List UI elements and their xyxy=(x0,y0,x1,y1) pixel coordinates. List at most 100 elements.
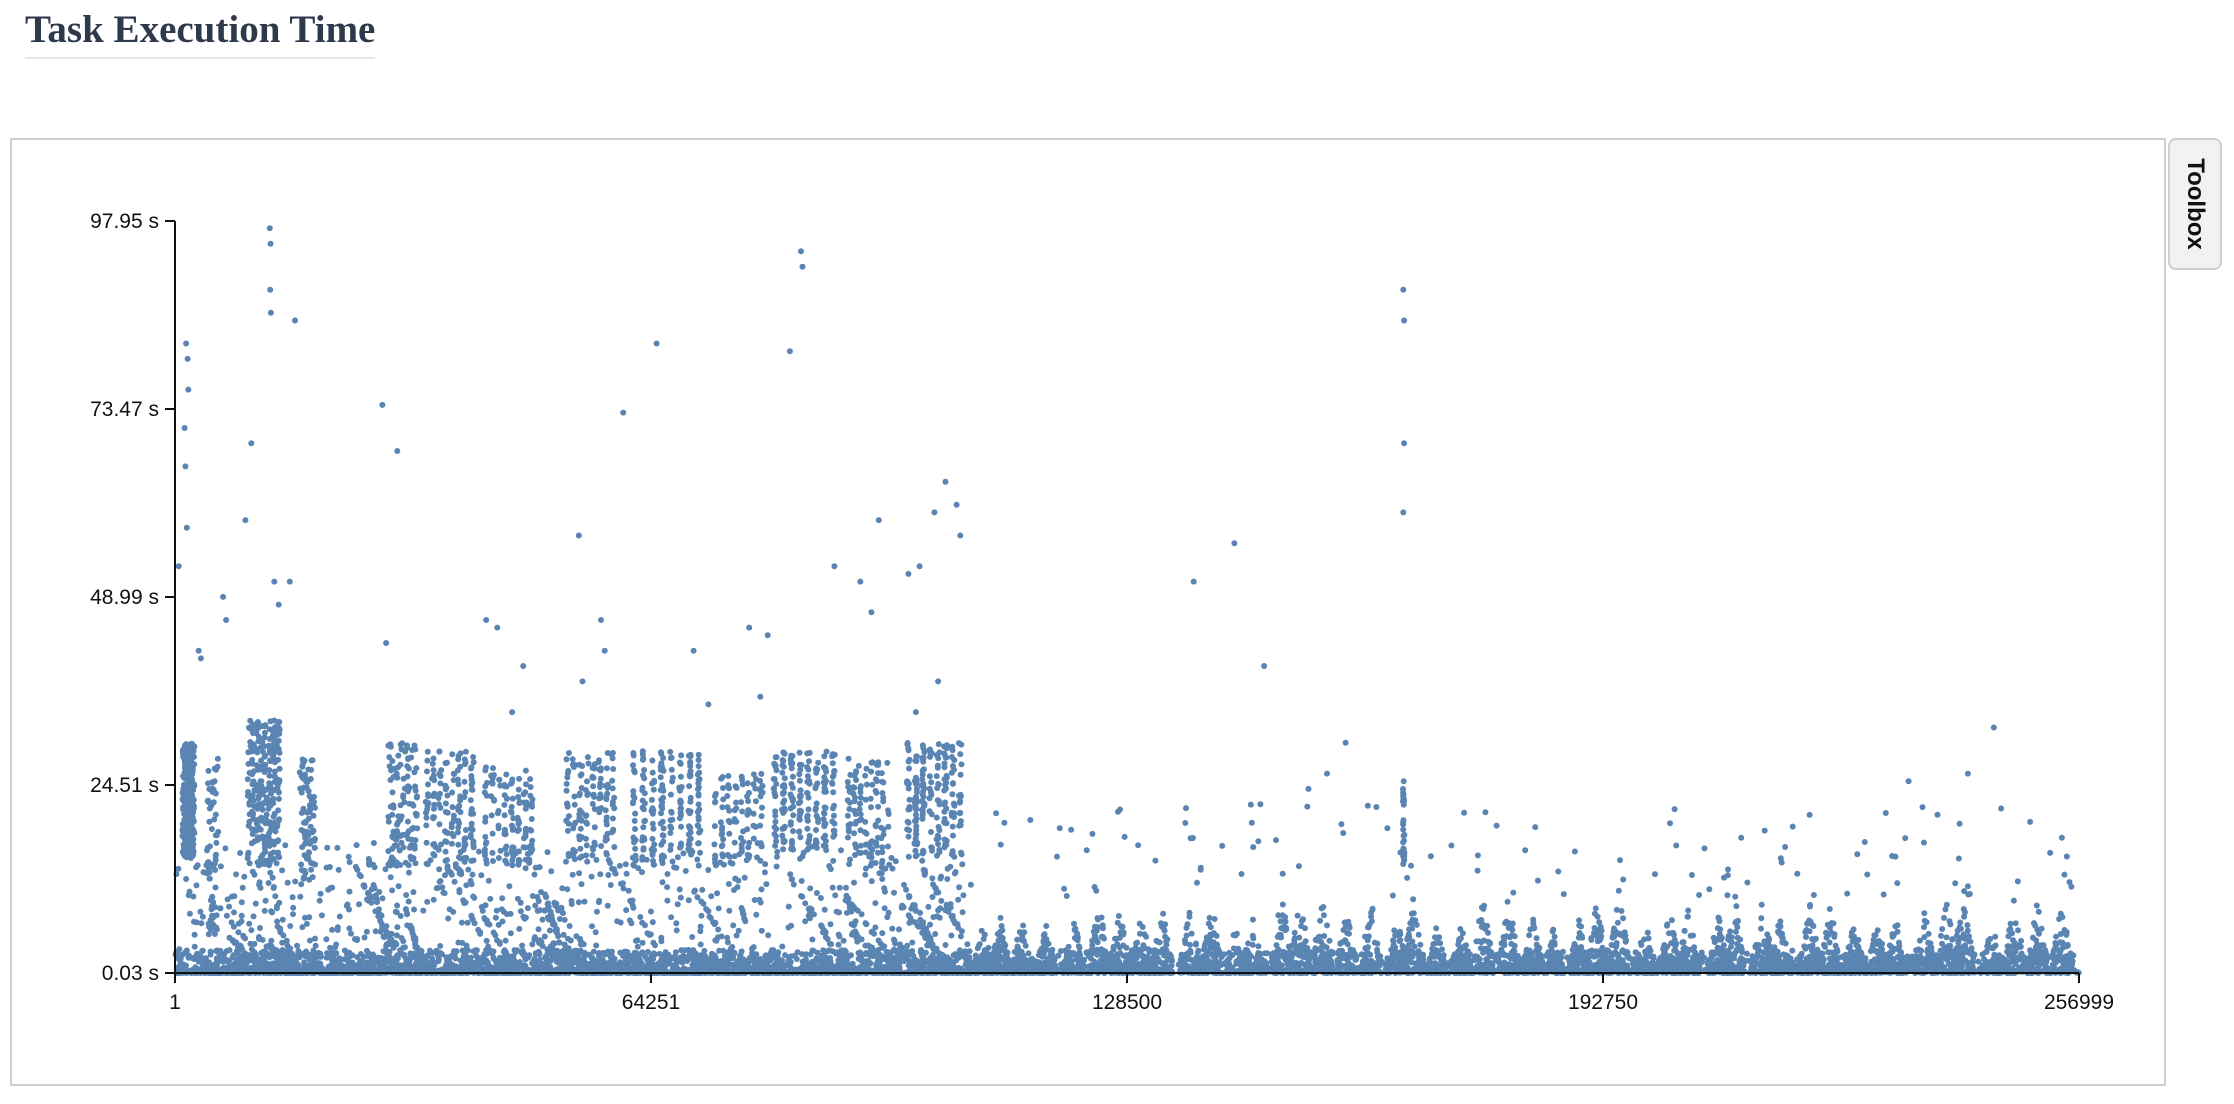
scatter-point xyxy=(857,794,864,801)
scatter-point xyxy=(603,765,610,772)
scatter-point xyxy=(443,839,450,845)
scatter-point xyxy=(481,915,488,921)
scatter-point xyxy=(483,856,490,863)
scatter-point xyxy=(806,778,813,784)
scatter-point xyxy=(942,785,949,792)
scatter-point xyxy=(667,817,674,824)
scatter-point xyxy=(270,795,277,802)
scatter-point xyxy=(781,784,788,791)
scatter-point xyxy=(822,780,828,787)
scatter-point xyxy=(927,753,933,760)
scatter-point xyxy=(797,834,804,841)
scatter-point xyxy=(668,754,675,761)
scatter-point xyxy=(846,788,853,795)
scatter-point xyxy=(208,906,215,913)
scatter-point xyxy=(414,825,421,832)
scatter-point xyxy=(350,966,357,973)
scatter-point xyxy=(473,952,480,959)
scatter-point xyxy=(257,763,264,770)
scatter-point xyxy=(259,723,266,730)
scatter-point xyxy=(872,821,879,828)
scatter-point xyxy=(476,966,483,973)
scatter-point xyxy=(821,774,828,781)
scatter-point xyxy=(779,957,785,964)
scatter-point xyxy=(913,830,919,837)
scatter-point xyxy=(898,904,905,911)
scatter-point xyxy=(951,853,958,860)
scatter-point xyxy=(492,932,499,939)
scatter-point xyxy=(209,779,216,786)
scatter-point xyxy=(905,747,912,754)
scatter-point xyxy=(780,757,787,764)
scatter-point xyxy=(584,754,591,761)
scatter-point xyxy=(687,763,694,770)
scatter-point xyxy=(386,763,393,770)
scatter-point xyxy=(262,857,269,864)
scatter-point xyxy=(886,965,893,972)
scatter-point xyxy=(831,768,838,775)
scatter-point xyxy=(468,806,475,812)
scatter-point xyxy=(298,773,305,780)
scatter-point xyxy=(435,958,442,965)
scatter-point xyxy=(591,806,598,812)
scatter-point xyxy=(943,841,950,848)
scatter-point xyxy=(658,750,665,757)
scatter-point xyxy=(859,963,866,970)
scatter-point xyxy=(436,770,443,777)
scatter-point xyxy=(481,846,488,853)
scatter-point xyxy=(205,767,212,774)
scatter-point xyxy=(933,814,940,821)
scatter-point xyxy=(941,760,948,767)
scatter-point xyxy=(722,953,729,959)
scatter-point xyxy=(207,803,214,810)
scatter-point xyxy=(796,793,803,800)
scatter-point xyxy=(812,785,819,792)
scatter-point xyxy=(919,742,926,749)
scatter-point xyxy=(753,964,760,971)
scatter-point xyxy=(540,965,546,972)
scatter-point xyxy=(606,964,613,971)
scatter-point xyxy=(641,818,648,825)
scatter-point xyxy=(424,803,431,810)
scatter-point xyxy=(928,779,935,786)
scatter-point xyxy=(913,753,920,760)
scatter-point xyxy=(482,783,489,790)
scatter-point xyxy=(213,924,220,931)
scatter-point xyxy=(365,856,372,862)
scatter-chart[interactable]: 0.03 s24.51 s48.99 s73.47 s97.95 s 1 6425… xyxy=(12,140,2164,1084)
scatter-point xyxy=(245,789,251,795)
scatter-point xyxy=(822,820,829,827)
scatter-point xyxy=(905,853,912,860)
scatter-point xyxy=(452,955,459,962)
scatter-point xyxy=(489,830,496,837)
scatter-point xyxy=(726,853,733,860)
scatter-point xyxy=(503,860,510,867)
scatter-point xyxy=(913,799,920,806)
scatter-point xyxy=(213,832,220,839)
scatter-point xyxy=(609,948,615,955)
scatter-point xyxy=(270,743,277,750)
scatter-point xyxy=(929,952,936,958)
scatter-point xyxy=(934,785,941,792)
scatter-point xyxy=(437,780,444,787)
scatter-point xyxy=(744,780,751,787)
scatter-point xyxy=(276,730,283,737)
scatter-point xyxy=(590,791,597,798)
scatter-point xyxy=(522,825,529,832)
scatter-point xyxy=(221,951,227,958)
scatter-point xyxy=(257,787,264,794)
scatter-point xyxy=(621,961,628,967)
scatter-point xyxy=(208,826,215,832)
scatter-point xyxy=(804,790,811,797)
scatter-point xyxy=(467,825,474,832)
scatter-point xyxy=(957,798,964,805)
scatter-point xyxy=(919,767,926,774)
scatter-point xyxy=(829,818,836,825)
scatter-point xyxy=(421,965,428,971)
scatter-point xyxy=(695,763,702,770)
scatter-point xyxy=(678,823,684,830)
scatter-point xyxy=(617,959,624,966)
scatter-point xyxy=(563,756,570,763)
scatter-point xyxy=(385,813,392,820)
scatter-point xyxy=(726,785,732,792)
